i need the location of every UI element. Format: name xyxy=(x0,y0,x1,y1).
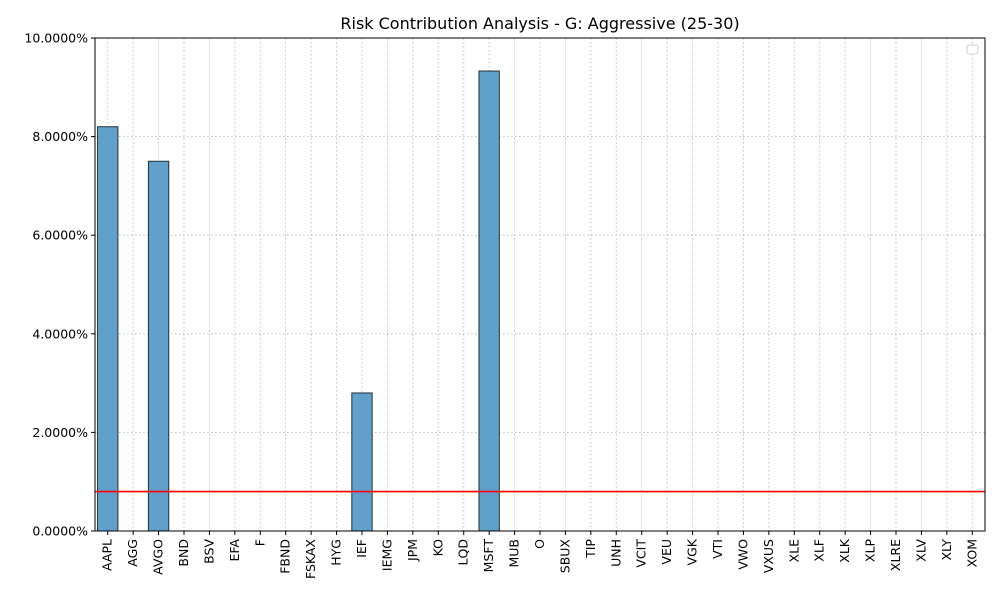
y-axis: 0.0000% 2.0000% 4.0000% 6.0000% 8.0000% 10.00… xyxy=(24,31,95,539)
bar-ief xyxy=(351,392,373,532)
x-tick-label: KO xyxy=(430,539,445,557)
x-tick-label: UNH xyxy=(608,539,623,567)
x-tick-label: AVGO xyxy=(151,539,166,575)
x-tick-label: XOM xyxy=(964,539,979,567)
y-tick-label: 4.0000% xyxy=(32,326,88,341)
x-tick-label: XLP xyxy=(863,539,878,563)
y-tick-label: 10.0000% xyxy=(24,31,88,46)
x-axis: AAPL AGG AVGO BND BSV EFA F FBND FSKAX HYG IEF IEMG… xyxy=(100,531,979,579)
bar-aapl xyxy=(97,126,119,532)
x-tick-label: EFA xyxy=(227,539,242,562)
x-tick-label: VEU xyxy=(659,539,674,565)
x-tick-label: VCIT xyxy=(634,539,649,568)
x-tick-label: FSKAX xyxy=(303,539,318,579)
x-tick-label: XLE xyxy=(786,539,801,563)
chart-title: Risk Contribution Analysis - G: Aggressi… xyxy=(340,14,739,33)
x-tick-label: VTI xyxy=(710,539,725,559)
x-tick-label: LQD xyxy=(456,539,471,565)
x-tick-label: VGK xyxy=(685,538,700,565)
x-tick-label: VXUS xyxy=(761,539,776,573)
x-tick-label: BND xyxy=(176,539,191,567)
x-tick-label: AAPL xyxy=(100,539,115,571)
bars-layer xyxy=(97,70,500,532)
x-tick-label: VWO xyxy=(735,539,750,570)
x-tick-label: XLK xyxy=(837,538,852,563)
grid-layer xyxy=(95,37,985,532)
x-tick-label: AGG xyxy=(125,539,140,567)
y-tick-label: 6.0000% xyxy=(32,228,88,243)
x-tick-label: F xyxy=(252,539,267,546)
x-tick-label: XLV xyxy=(913,539,928,562)
y-tick-label: 8.0000% xyxy=(32,129,88,144)
y-tick-label: 0.0000% xyxy=(32,524,88,539)
x-tick-label: HYG xyxy=(329,539,344,566)
x-tick-label: BSV xyxy=(201,539,216,564)
x-tick-label: IEF xyxy=(354,539,369,558)
x-tick-label: XLRE xyxy=(888,539,903,571)
x-tick-label: TIP xyxy=(583,539,598,559)
bar-avgo xyxy=(147,160,170,532)
x-tick-label: JPM xyxy=(405,539,420,562)
x-tick-label: O xyxy=(532,539,547,549)
y-tick-label: 2.0000% xyxy=(32,425,88,440)
x-tick-label: IEMG xyxy=(379,539,394,571)
x-tick-label: XLF xyxy=(812,539,827,562)
x-tick-label: FBND xyxy=(278,539,293,574)
x-tick-label: MUB xyxy=(507,539,522,568)
legend-box xyxy=(966,44,979,55)
bar-msft xyxy=(478,70,500,532)
x-tick-label: SBUX xyxy=(557,539,572,574)
x-tick-label: MSFT xyxy=(481,539,496,573)
legend xyxy=(966,44,979,55)
x-tick-label: XLY xyxy=(939,539,954,561)
plot-frame xyxy=(94,37,986,532)
